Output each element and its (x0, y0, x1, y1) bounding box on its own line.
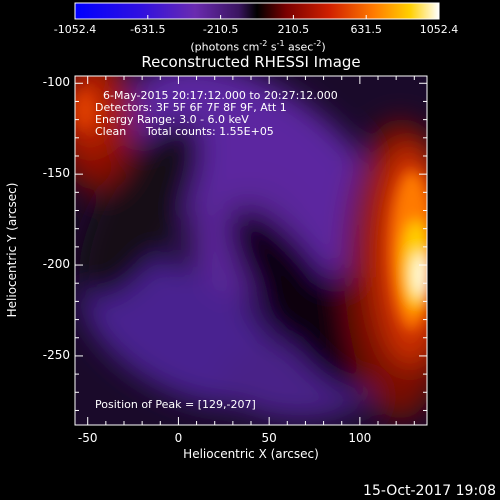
total-counts-annotation: Total counts: 1.55E+05 (146, 125, 274, 138)
colorbar-unit-label: (photons cm-2 s-1 asec-2) (190, 39, 326, 54)
clean-annotation: Clean (95, 125, 127, 138)
detectors-annotation: Detectors: 3F 5F 6F 7F 8F 9F, Att 1 (95, 101, 287, 114)
colorbar-tick-label: -210.5 (202, 23, 239, 36)
colorbar-gradient (74, 2, 440, 20)
axis-ticks (75, 76, 427, 425)
y-tick-label: -100 (42, 75, 70, 90)
colorbar-tick-label: 210.5 (277, 23, 310, 36)
x-tick-label: 100 (348, 431, 372, 445)
peak-position-annotation: Position of Peak = [129,-207] (95, 398, 256, 411)
x-tick-label: 50 (261, 431, 277, 445)
colorbar-tick-label: 631.5 (350, 23, 382, 36)
colorbar-tick-label: 1052.4 (419, 23, 459, 36)
y-tick-label: -150 (42, 166, 70, 181)
plot-title: Reconstructed RHESSI Image (141, 53, 361, 71)
time-range-annotation: 6-May-2015 20:17:12.000 to 20:27:12.000 (103, 89, 338, 102)
energy-range-annotation: Energy Range: 3.0 - 6.0 keV (95, 113, 249, 126)
colorbar-tick-marks (74, 15, 440, 19)
colorbar-tick-label: -631.5 (130, 23, 166, 36)
y-tick-label: -200 (42, 257, 70, 272)
footer-date: 15-Oct-2017 19:08 (363, 483, 496, 499)
colorbar-tick-label: -1052.4 (53, 23, 97, 36)
x-axis-label: Heliocentric X (arcsec) (183, 447, 319, 461)
y-axis-label: Heliocentric Y (arcsec) (5, 182, 19, 318)
colorbar (74, 2, 440, 20)
x-tick-label: -50 (77, 431, 98, 445)
x-tick-label: 0 (174, 431, 183, 445)
y-tick-label: -250 (42, 347, 70, 362)
